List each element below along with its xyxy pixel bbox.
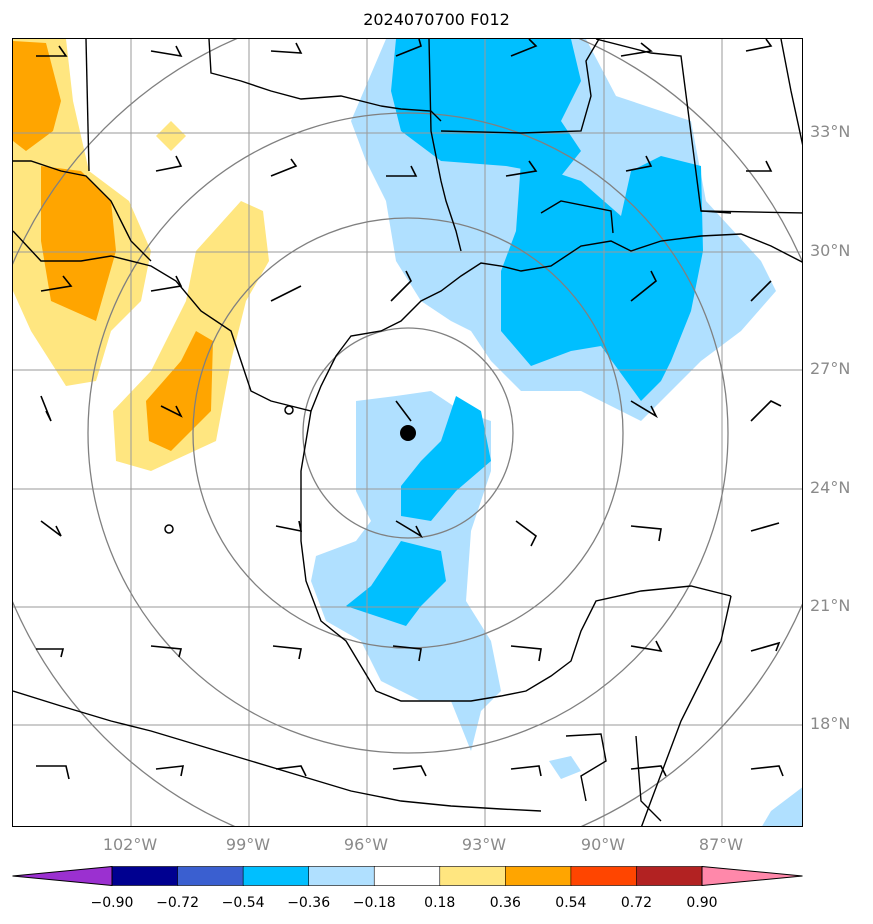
state-border	[780, 39, 802, 146]
colorbar-segment	[570, 866, 638, 886]
negative-contour-light	[549, 756, 581, 779]
lat-label-30n: 30°N	[810, 241, 851, 260]
colorbar-tick-label: −0.90	[90, 895, 134, 911]
central-america-border	[635, 735, 662, 822]
colorbar-segment	[242, 866, 310, 886]
range-rings	[13, 39, 802, 826]
shaded-field-layer	[13, 39, 802, 826]
mexico-east-coast	[300, 410, 732, 702]
storm-center-dot	[400, 425, 416, 441]
negative-contour-strong	[401, 396, 491, 521]
texas-mexico-border	[13, 160, 152, 262]
colorbar-tick-label: −0.54	[221, 895, 265, 911]
negative-contour-light	[762, 787, 802, 826]
state-border	[700, 210, 802, 214]
lat-label-33n: 33°N	[810, 122, 851, 141]
wind-barbs	[36, 39, 784, 780]
colorbar-segment	[439, 866, 507, 886]
colorbar-segment	[373, 866, 441, 886]
colorbar-tick-label: −0.18	[352, 895, 396, 911]
lat-label-18n: 18°N	[810, 714, 851, 733]
colorbar-tick-label: −0.36	[287, 895, 331, 911]
lon-label-90w: 90°W	[580, 835, 626, 854]
lon-label-93w: 93°W	[461, 835, 507, 854]
colorbar-segment	[308, 866, 376, 886]
state-border	[440, 39, 600, 134]
colorbar	[12, 866, 803, 886]
colorbar-segments	[111, 866, 703, 886]
lon-label-102w: 102°W	[102, 835, 158, 854]
colorbar-tick-label: 0.36	[489, 895, 521, 911]
negative-contour-strong	[391, 39, 581, 176]
state-border	[428, 39, 462, 252]
state-border	[540, 200, 614, 234]
colorbar-tick-label: 0.18	[424, 895, 456, 911]
colorbar-max-extend	[701, 866, 803, 886]
lat-label-24n: 24°N	[810, 478, 851, 497]
positive-contour-strong	[146, 331, 213, 451]
colorbar-segment	[505, 866, 572, 886]
positive-contour-strong	[13, 41, 61, 151]
yucatan-east	[640, 595, 732, 826]
gulf-coastline	[13, 230, 802, 412]
central-america-border	[565, 733, 607, 802]
map-svg	[13, 39, 802, 826]
lon-label-96w: 96°W	[343, 835, 389, 854]
colorbar-tick-label: 0.54	[555, 895, 587, 911]
colorbar-segment	[111, 866, 179, 886]
lon-label-87w: 87°W	[698, 835, 744, 854]
colorbar-min-extend	[12, 866, 113, 886]
colorbar-tick-label: 0.72	[620, 895, 653, 911]
lat-label-21n: 21°N	[810, 596, 851, 615]
positive-contour-strong	[41, 166, 116, 321]
lon-label-99w: 99°W	[225, 835, 271, 854]
state-border	[208, 39, 442, 122]
map-title: 2024070700 F012	[363, 10, 510, 29]
map-panel	[12, 38, 803, 827]
negative-contour-strong	[501, 156, 703, 401]
positive-contour-light	[156, 121, 186, 151]
station-marker	[284, 405, 294, 415]
station-marker	[164, 524, 174, 534]
lat-lon-grid	[13, 39, 802, 826]
state-border	[85, 39, 90, 172]
colorbar-segment	[177, 866, 244, 886]
colorbar-tick-label: 0.90	[686, 895, 718, 911]
colorbar-tick-label: −0.72	[156, 895, 199, 911]
lat-label-27n: 27°N	[810, 359, 851, 378]
colorbar-segment	[636, 866, 703, 886]
negative-contour-strong	[346, 541, 446, 626]
